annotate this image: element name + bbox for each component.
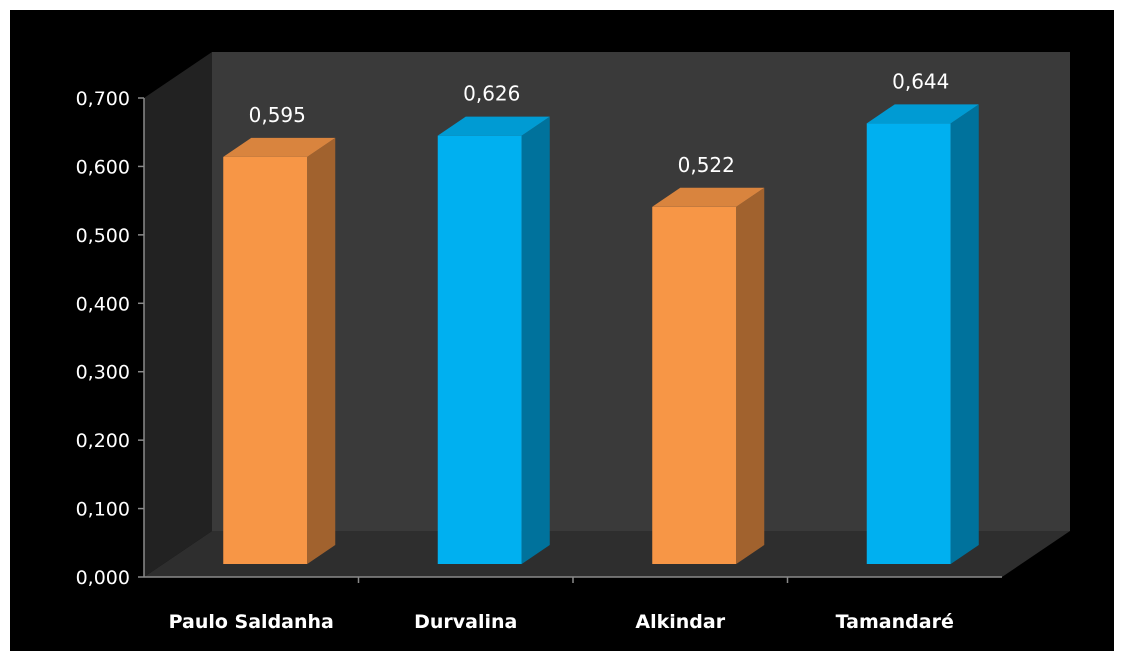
data-label: 0,644 [892,69,949,93]
y-tick-label: 0,200 [76,430,130,452]
bar-side [307,137,336,564]
chart-bars [223,104,979,564]
x-category-label: Alkindar [635,611,725,633]
y-tick-label: 0,500 [76,225,130,247]
y-tick-label: 0,400 [76,293,130,315]
bar-front [652,206,737,564]
chart-walls [144,52,1070,577]
floor [144,531,1070,577]
y-tick-label: 0,700 [76,88,130,110]
side-wall [144,52,212,577]
y-tick-label: 0,600 [76,156,130,178]
x-category-label: Durvalina [414,611,517,633]
bar-top [652,187,765,207]
bar-front [866,123,951,564]
bar-front [437,135,522,564]
bar-side [950,104,979,564]
chart-axes [138,97,1002,583]
chart-labels: 0,000 0,100 0,200 0,300 0,400 0,500 0,600 0,700… [76,69,954,633]
bar-top [866,104,979,124]
data-label: 0,626 [463,82,520,106]
bar-top [437,116,550,136]
y-tick-label: 0,300 [76,362,130,384]
x-category-label: Paulo Saldanha [169,611,334,633]
bar-side [521,116,550,564]
bar-top [223,137,336,157]
back-wall [212,52,1070,531]
bar-chart: 0,000 0,100 0,200 0,300 0,400 0,500 0,600 0,700… [76,52,1070,633]
data-label: 0,595 [249,103,306,127]
bar-side [736,187,765,564]
bar-front [223,156,308,564]
x-category-label: Tamandaré [836,611,954,633]
data-label: 0,522 [678,153,735,177]
y-tick-label: 0,100 [76,499,130,521]
y-tick-label: 0,000 [76,567,130,589]
chart-frame: 0,000 0,100 0,200 0,300 0,400 0,500 0,600 0,700… [10,10,1114,651]
